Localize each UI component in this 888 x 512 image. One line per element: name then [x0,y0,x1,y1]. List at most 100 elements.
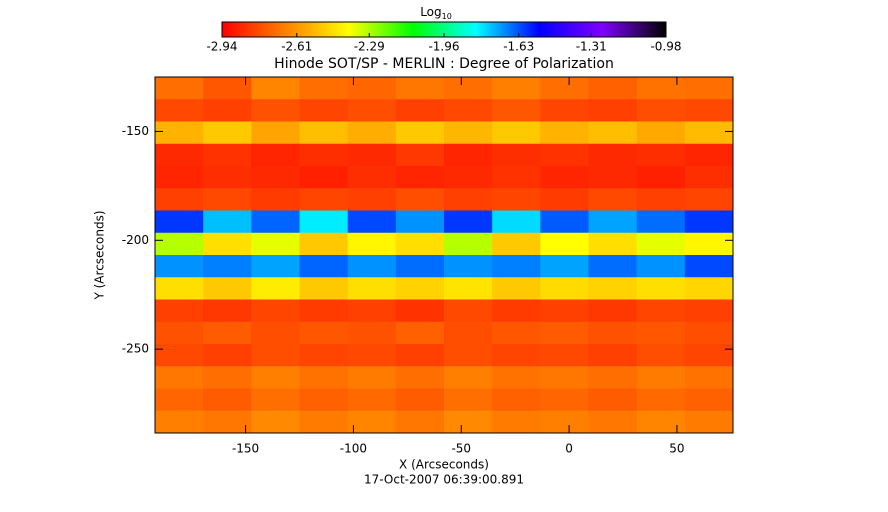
heat-cell [347,366,397,389]
heat-cell [636,321,686,345]
heat-cell [540,255,589,278]
heat-cell [540,366,589,389]
heat-cell [492,166,541,189]
heat-cell [684,255,734,278]
heat-cell [203,232,252,256]
heat-cell [684,232,734,256]
heat-cell [155,277,204,300]
x-axis-label: X (Arcseconds) [399,458,489,472]
heat-cell [155,210,204,234]
heat-cell [251,99,300,122]
heat-cell [203,143,252,167]
x-tick-label: -150 [232,442,259,456]
heat-cell [395,344,445,367]
heat-cell [251,121,300,145]
heat-cell [444,99,493,122]
heat-cell [540,166,589,189]
heat-cell [684,188,734,211]
heat-cell [395,232,445,256]
heat-cell [395,121,445,145]
heat-cell [251,344,300,367]
heat-cell [684,99,734,122]
heat-cell [492,232,541,256]
heat-cell [684,210,734,234]
heat-cell [444,143,493,167]
colorbar-tick-label: -2.94 [206,40,237,54]
heat-cell [588,299,638,323]
heat-cell [444,210,493,234]
heat-cell [347,232,397,256]
heat-cell [155,255,204,278]
heat-cell [155,410,204,434]
heat-cell [636,77,686,100]
colorbar-tick-label: -0.98 [650,40,681,54]
heat-cell [395,77,445,100]
heat-cell [588,188,638,211]
heat-cell [203,166,252,189]
heat-cell [444,366,493,389]
heat-cell [395,99,445,122]
heat-cell [444,121,493,145]
heat-cell [203,299,252,323]
heat-cell [155,388,204,412]
heat-cell [492,277,541,300]
heat-cell [251,77,300,100]
heat-cell [251,321,300,345]
heat-cell [588,232,638,256]
heat-cell [444,299,493,323]
heat-cell [684,77,734,100]
heat-cell [540,188,589,211]
heat-cell [347,344,397,367]
heat-cell [684,321,734,345]
heat-cell [155,366,204,389]
heat-cell [540,143,589,167]
heat-cell [492,210,541,234]
heat-cell [299,344,349,367]
heat-cell [299,77,349,100]
heat-cell [395,321,445,345]
colorbar-tick-label: -2.61 [281,40,312,54]
heat-cell [347,255,397,278]
heat-cell [155,299,204,323]
heat-cell [588,99,638,122]
y-tick-label: -150 [122,124,149,138]
colorbar-label: Log10 [420,5,452,21]
heat-cell [347,210,397,234]
heat-cell [540,321,589,345]
heat-cell [395,166,445,189]
footer: 17-Oct-2007 06:39:00.891 [364,473,524,487]
heat-cell [299,366,349,389]
heat-cell [347,143,397,167]
heat-cell [684,121,734,145]
heat-cell [492,321,541,345]
heat-cell [636,166,686,189]
heat-cell [395,299,445,323]
heat-cell [588,277,638,300]
heat-cell [684,388,734,412]
heat-cell [395,210,445,234]
heat-cell [540,388,589,412]
heat-cell [299,121,349,145]
heat-cell [636,188,686,211]
heat-cell [636,232,686,256]
heat-cell [203,321,252,345]
heat-cell [155,232,204,256]
x-tick-label: -100 [340,442,367,456]
heat-cell [492,99,541,122]
chart-title: Hinode SOT/SP - MERLIN : Degree of Polar… [274,56,614,72]
heat-cell [347,321,397,345]
heat-cell [588,321,638,345]
heat-cell [251,188,300,211]
heat-cell [588,410,638,434]
y-tick-label: -200 [122,233,149,247]
heat-cell [203,188,252,211]
heat-cell [636,143,686,167]
heat-cell [203,366,252,389]
heat-cell [347,99,397,122]
heat-cell [492,344,541,367]
heat-cell [492,188,541,211]
heat-cell [203,77,252,100]
heat-cell [203,121,252,145]
heat-cell [299,210,349,234]
heat-cell [588,143,638,167]
